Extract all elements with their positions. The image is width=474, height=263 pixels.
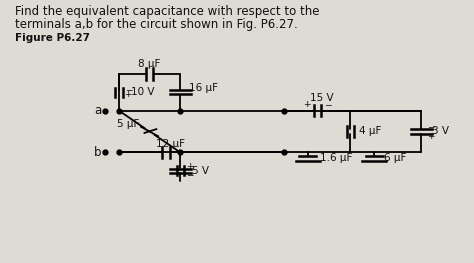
Text: −: − bbox=[186, 170, 193, 179]
Text: +: + bbox=[186, 162, 193, 171]
Text: 5 μF: 5 μF bbox=[117, 119, 139, 129]
Text: 6 μF: 6 μF bbox=[384, 153, 407, 163]
Text: 10 V: 10 V bbox=[131, 87, 154, 97]
Text: +: + bbox=[427, 132, 435, 141]
Text: 1.6 μF: 1.6 μF bbox=[319, 153, 352, 163]
Text: Find the equivalent capacitance with respect to the: Find the equivalent capacitance with res… bbox=[15, 5, 319, 18]
Text: 15 V: 15 V bbox=[310, 93, 334, 103]
Text: Figure P6.27: Figure P6.27 bbox=[15, 33, 90, 43]
Text: 16 μF: 16 μF bbox=[189, 83, 218, 93]
Text: 4 μF: 4 μF bbox=[359, 127, 381, 136]
Text: −: − bbox=[125, 85, 132, 94]
Text: 3 V: 3 V bbox=[432, 127, 449, 136]
Text: 8 μF: 8 μF bbox=[138, 59, 161, 69]
Text: +: + bbox=[303, 100, 310, 109]
Text: 5 V: 5 V bbox=[192, 166, 209, 176]
Text: −: − bbox=[324, 100, 331, 109]
Text: a: a bbox=[94, 104, 101, 117]
Text: −: − bbox=[427, 122, 435, 131]
Text: b: b bbox=[94, 146, 101, 159]
Text: +: + bbox=[125, 90, 132, 99]
Text: 12 μF: 12 μF bbox=[156, 139, 185, 149]
Text: terminals a,b for the circuit shown in Fig. P6.27.: terminals a,b for the circuit shown in F… bbox=[15, 18, 298, 31]
